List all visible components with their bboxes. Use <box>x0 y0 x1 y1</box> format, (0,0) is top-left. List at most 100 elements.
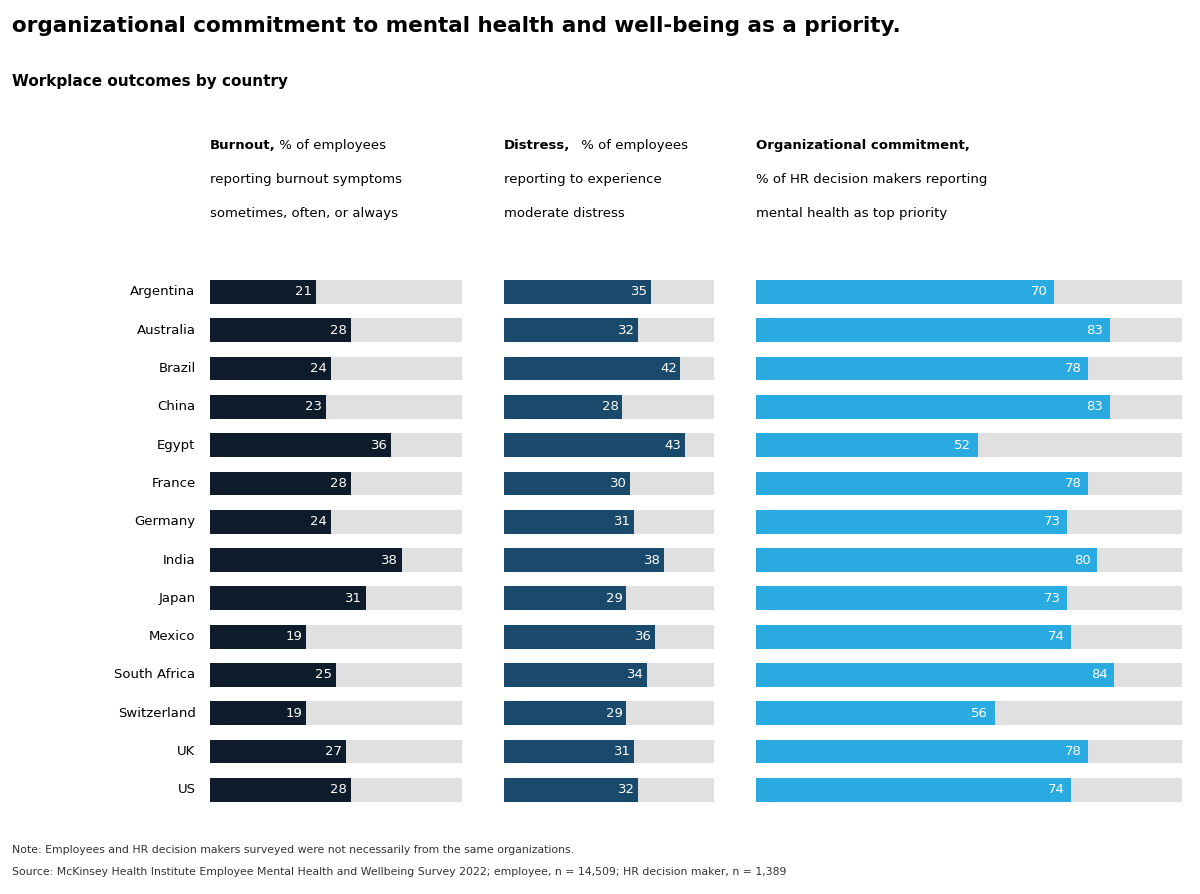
Bar <box>210 318 352 342</box>
Text: 27: 27 <box>325 745 342 758</box>
Bar <box>210 663 462 687</box>
Text: 31: 31 <box>614 745 631 758</box>
Text: Germany: Germany <box>134 515 196 528</box>
Bar <box>756 395 1110 418</box>
Bar <box>210 739 462 763</box>
Text: 38: 38 <box>380 553 397 567</box>
Bar <box>756 586 1182 611</box>
Bar <box>210 318 462 342</box>
Text: US: US <box>178 783 196 797</box>
Text: organizational commitment to mental health and well-being as a priority.: organizational commitment to mental heal… <box>12 16 901 36</box>
Bar <box>756 357 1088 380</box>
Text: 24: 24 <box>311 362 328 375</box>
Text: 29: 29 <box>606 707 623 720</box>
Bar <box>504 395 714 418</box>
Bar <box>756 280 1182 304</box>
Text: India: India <box>163 553 196 567</box>
Text: UK: UK <box>178 745 196 758</box>
Bar <box>210 395 462 418</box>
Text: moderate distress: moderate distress <box>504 207 625 220</box>
Bar <box>210 357 462 380</box>
Bar <box>504 510 635 534</box>
Bar <box>504 586 714 611</box>
Text: 29: 29 <box>606 592 623 605</box>
Text: 23: 23 <box>305 401 322 413</box>
Bar <box>504 510 714 534</box>
Bar <box>210 471 462 495</box>
Bar <box>504 625 714 648</box>
Text: Australia: Australia <box>137 324 196 337</box>
Bar <box>210 702 462 725</box>
Bar <box>504 586 626 611</box>
Bar <box>504 778 638 802</box>
Bar <box>210 395 326 418</box>
Bar <box>756 318 1110 342</box>
Bar <box>210 778 352 802</box>
Bar <box>756 434 978 457</box>
Bar <box>756 471 1088 495</box>
Bar <box>210 510 462 534</box>
Bar <box>210 625 306 648</box>
Bar <box>504 548 664 572</box>
Bar <box>504 280 714 304</box>
Text: mental health as top priority: mental health as top priority <box>756 207 947 220</box>
Bar <box>210 586 462 611</box>
Text: 19: 19 <box>286 630 302 643</box>
Text: 78: 78 <box>1066 745 1082 758</box>
Text: Egypt: Egypt <box>157 439 196 451</box>
Bar <box>210 739 346 763</box>
Bar <box>210 357 331 380</box>
Text: 52: 52 <box>954 439 971 451</box>
Bar <box>210 280 462 304</box>
Text: 83: 83 <box>1086 401 1103 413</box>
Text: 36: 36 <box>635 630 652 643</box>
Bar <box>756 663 1114 687</box>
Bar <box>504 778 714 802</box>
Bar <box>756 625 1182 648</box>
Bar <box>504 395 622 418</box>
Bar <box>756 625 1072 648</box>
Text: 21: 21 <box>295 285 312 299</box>
Text: Argentina: Argentina <box>131 285 196 299</box>
Bar <box>210 434 391 457</box>
Text: sometimes, often, or always: sometimes, often, or always <box>210 207 398 220</box>
Text: 31: 31 <box>346 592 362 605</box>
Bar <box>210 663 336 687</box>
Bar <box>756 318 1182 342</box>
Bar <box>756 471 1182 495</box>
Text: China: China <box>157 401 196 413</box>
Bar <box>756 280 1055 304</box>
Bar <box>756 510 1182 534</box>
Bar <box>210 510 331 534</box>
Bar <box>504 739 714 763</box>
Text: 19: 19 <box>286 707 302 720</box>
Bar <box>756 663 1182 687</box>
Text: Mexico: Mexico <box>149 630 196 643</box>
Text: 36: 36 <box>371 439 388 451</box>
Text: Brazil: Brazil <box>158 362 196 375</box>
Text: 70: 70 <box>1031 285 1048 299</box>
Bar <box>756 357 1182 380</box>
Text: 38: 38 <box>643 553 660 567</box>
Text: 80: 80 <box>1074 553 1091 567</box>
Bar <box>210 548 462 572</box>
Text: 78: 78 <box>1066 362 1082 375</box>
Bar <box>756 548 1097 572</box>
Bar <box>210 548 402 572</box>
Text: 56: 56 <box>971 707 988 720</box>
Text: 34: 34 <box>626 669 643 681</box>
Text: Workplace outcomes by country: Workplace outcomes by country <box>12 74 288 89</box>
Text: 35: 35 <box>631 285 648 299</box>
Text: reporting to experience: reporting to experience <box>504 173 661 186</box>
Bar <box>504 280 650 304</box>
Bar <box>504 434 714 457</box>
Text: 83: 83 <box>1086 324 1103 337</box>
Bar <box>756 434 1182 457</box>
Bar <box>756 778 1072 802</box>
Text: 74: 74 <box>1048 630 1064 643</box>
Bar <box>210 471 352 495</box>
Text: 25: 25 <box>316 669 332 681</box>
Bar <box>756 395 1182 418</box>
Text: % of employees: % of employees <box>275 139 386 152</box>
Bar <box>756 586 1067 611</box>
